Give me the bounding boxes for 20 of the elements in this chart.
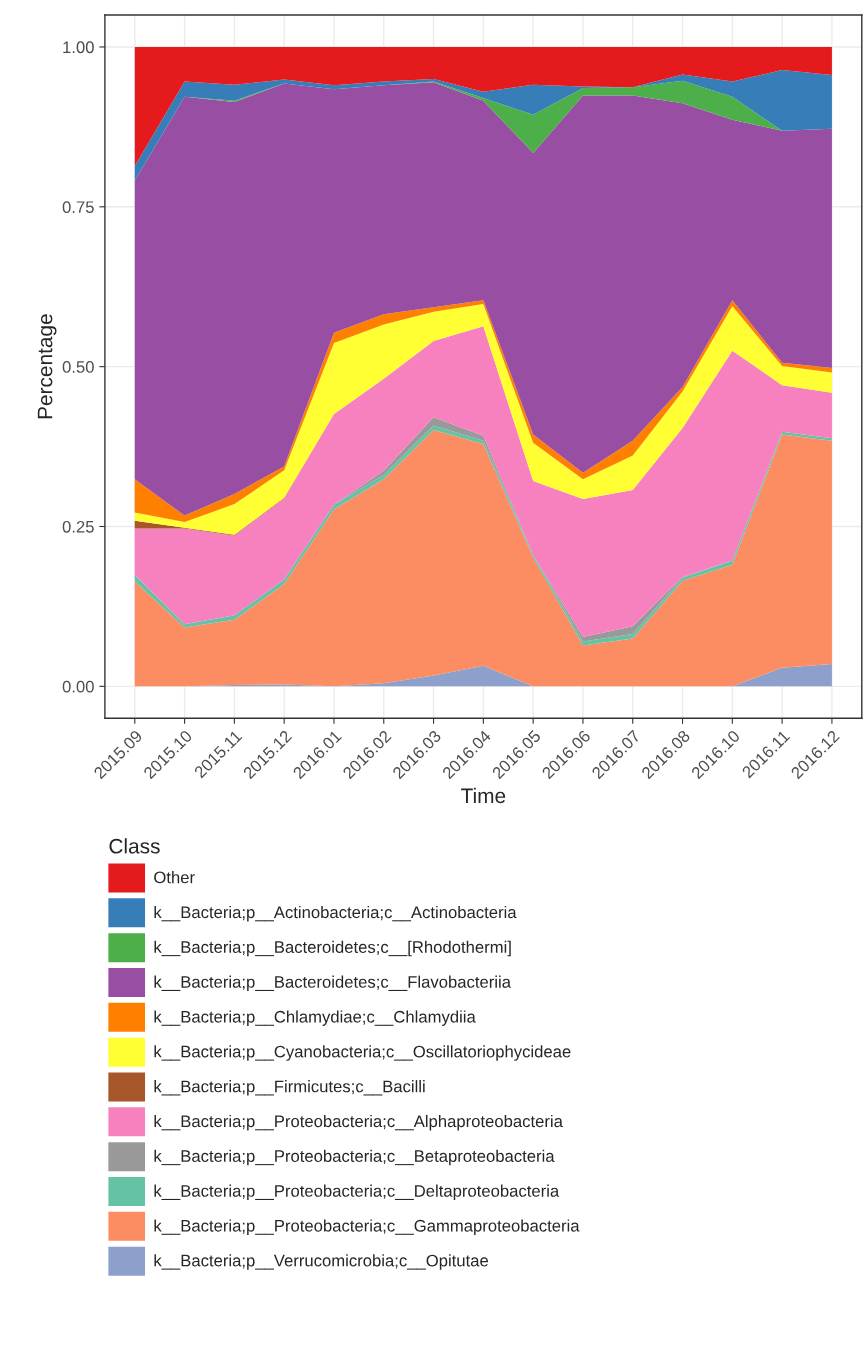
legend-label: k__Bacteria;p__Cyanobacteria;c__Oscillatoriophycideae (154, 1045, 571, 1061)
legend-label: k__Bacteria;p__Chlamydiae;c__Chlamydiia (154, 1010, 476, 1026)
legend-title: Class (109, 838, 160, 854)
y-tick-label: 0.75 (62, 201, 94, 214)
legend-label: Other (154, 871, 195, 884)
legend-label: k__Bacteria;p__Actinobacteria;c__Actinobacteria (154, 905, 517, 922)
legend-label: k__Bacteria;p__Proteobacteria;c__Betaproteobacteria (154, 1149, 555, 1166)
legend-label: k__Bacteria;p__Bacteroidetes;c__Flavobacteriia (154, 975, 511, 992)
y-tick-label: 1.00 (63, 41, 94, 54)
y-tick-label: 0.50 (62, 361, 94, 373)
y-tick-label: 0.25 (62, 520, 94, 533)
y-tick-label: 0.00 (62, 680, 94, 693)
legend-label: k__Bacteria;p__Verrucomicrobia;c__Opitutae (154, 1254, 489, 1270)
y-axis-title: Percentage (37, 314, 57, 419)
legend-label: k__Bacteria;p__Proteobacteria;c__Gammaproteobacteria (154, 1219, 580, 1235)
legend-label: k__Bacteria;p__Firmicutes;c__Bacilli (154, 1080, 425, 1096)
legend-label: k__Bacteria;p__Bacteroidetes;c__[Rhodothermi] (154, 940, 511, 957)
legend-label: k__Bacteria;p__Proteobacteria;c__Deltaproteobacteria (154, 1184, 560, 1201)
x-axis-title: Time (461, 787, 506, 804)
legend-label: k__Bacteria;p__Proteobacteria;c__Alphaproteobacteria (154, 1114, 563, 1131)
